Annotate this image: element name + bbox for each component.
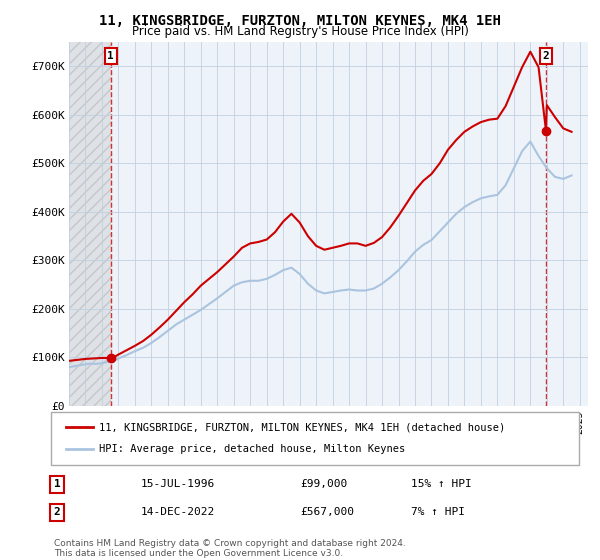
- Text: 11, KINGSBRIDGE, FURZTON, MILTON KEYNES, MK4 1EH (detached house): 11, KINGSBRIDGE, FURZTON, MILTON KEYNES,…: [99, 422, 505, 432]
- Text: 1: 1: [107, 51, 114, 61]
- Text: 1: 1: [53, 479, 61, 489]
- Text: 15% ↑ HPI: 15% ↑ HPI: [411, 479, 472, 489]
- Text: Price paid vs. HM Land Registry's House Price Index (HPI): Price paid vs. HM Land Registry's House …: [131, 25, 469, 38]
- Text: Contains HM Land Registry data © Crown copyright and database right 2024.
This d: Contains HM Land Registry data © Crown c…: [54, 539, 406, 558]
- Text: 14-DEC-2022: 14-DEC-2022: [141, 507, 215, 517]
- Text: 7% ↑ HPI: 7% ↑ HPI: [411, 507, 465, 517]
- Text: 2: 2: [542, 51, 550, 61]
- Text: 11, KINGSBRIDGE, FURZTON, MILTON KEYNES, MK4 1EH: 11, KINGSBRIDGE, FURZTON, MILTON KEYNES,…: [99, 14, 501, 28]
- Text: £99,000: £99,000: [300, 479, 347, 489]
- Text: 2: 2: [53, 507, 61, 517]
- Text: £567,000: £567,000: [300, 507, 354, 517]
- Bar: [69, 42, 111, 406]
- Text: 15-JUL-1996: 15-JUL-1996: [141, 479, 215, 489]
- Text: HPI: Average price, detached house, Milton Keynes: HPI: Average price, detached house, Milt…: [99, 444, 405, 454]
